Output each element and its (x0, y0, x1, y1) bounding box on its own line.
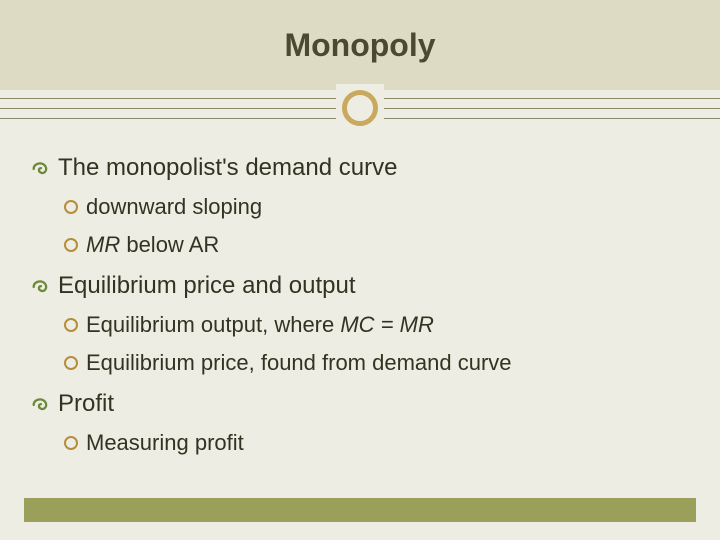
ring-bullet-icon (64, 356, 78, 370)
plain-text: Equilibrium output, where (86, 312, 340, 337)
bullet-sub: Measuring profit (64, 430, 690, 456)
italic-text: MC = MR (340, 312, 434, 337)
ring-bullet-icon (64, 238, 78, 252)
bullet-main: Profit (30, 390, 690, 418)
slide-title: Monopoly (284, 27, 435, 64)
footer-band (24, 498, 696, 522)
bullet-main-text: The monopolist's demand curve (58, 154, 397, 182)
content-area: The monopolist's demand curve downward s… (0, 134, 720, 456)
bullet-sub-text: Equilibrium output, where MC = MR (86, 312, 434, 338)
bullet-sub: Equilibrium output, where MC = MR (64, 312, 690, 338)
ring-bullet-icon (64, 318, 78, 332)
header-band: Monopoly (0, 0, 720, 90)
plain-text: below AR (120, 232, 219, 257)
bullet-main-text: Equilibrium price and output (58, 272, 356, 300)
bullet-sub-text: MR below AR (86, 232, 219, 258)
divider (0, 90, 720, 134)
swirl-bullet-icon (30, 394, 52, 416)
bullet-sub: Equilibrium price, found from demand cur… (64, 350, 690, 376)
bullet-sub: MR below AR (64, 232, 690, 258)
accent-circle-icon (342, 90, 378, 126)
swirl-bullet-icon (30, 276, 52, 298)
bullet-main-text: Profit (58, 390, 114, 418)
bullet-sub-text: Equilibrium price, found from demand cur… (86, 350, 512, 376)
bullet-main: Equilibrium price and output (30, 272, 690, 300)
bullet-sub-text: Measuring profit (86, 430, 244, 456)
italic-text: MR (86, 232, 120, 257)
bullet-sub-text: downward sloping (86, 194, 262, 220)
bullet-sub: downward sloping (64, 194, 690, 220)
ring-bullet-icon (64, 436, 78, 450)
bullet-main: The monopolist's demand curve (30, 154, 690, 182)
accent-circle-wrap (336, 84, 384, 132)
swirl-bullet-icon (30, 158, 52, 180)
ring-bullet-icon (64, 200, 78, 214)
